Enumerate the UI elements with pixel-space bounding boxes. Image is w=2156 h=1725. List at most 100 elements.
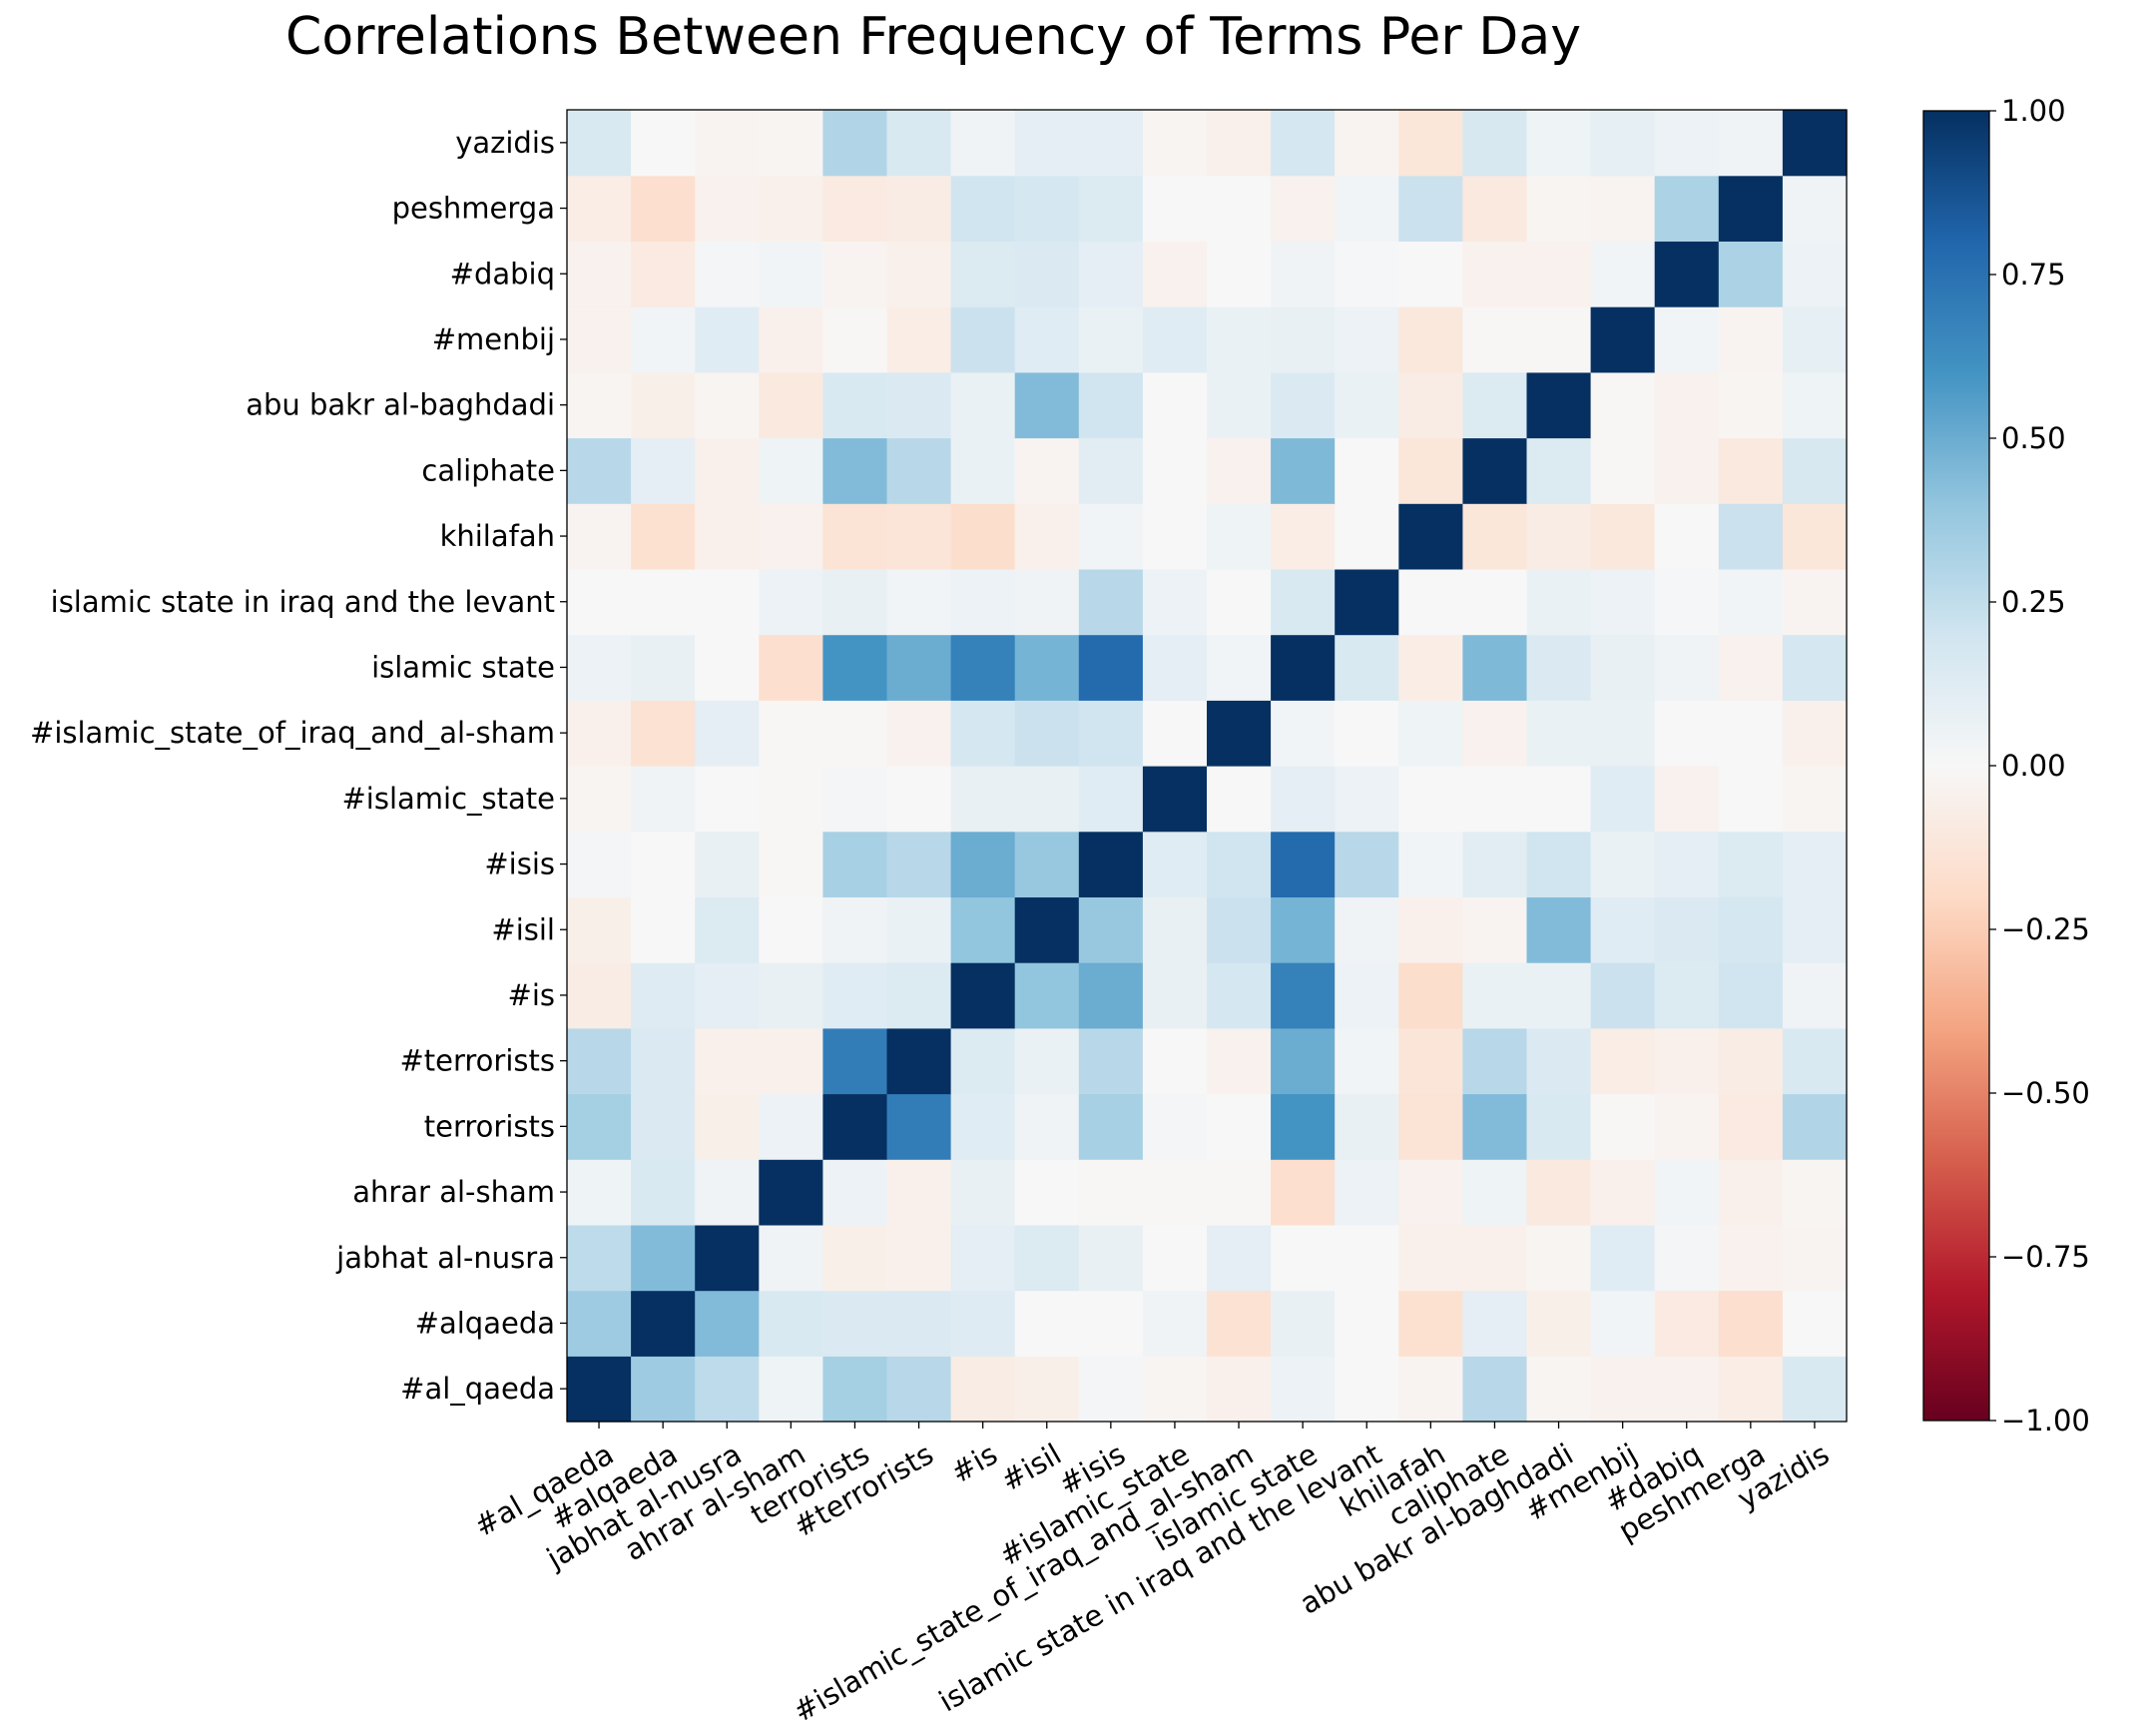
- heatmap-cell: [1207, 1356, 1272, 1423]
- y-tick-label: yazidis: [455, 126, 555, 160]
- heatmap-cell: [1335, 962, 1399, 1029]
- heatmap-cell: [1335, 241, 1399, 307]
- heatmap-cell: [1207, 700, 1272, 767]
- y-tick-label: caliphate: [421, 453, 555, 487]
- heatmap-cell: [695, 306, 760, 373]
- heatmap-cell: [1782, 831, 1848, 897]
- heatmap-cell: [1335, 437, 1399, 504]
- heatmap-cell: [822, 1290, 888, 1357]
- heatmap-cell: [759, 437, 823, 504]
- heatmap-cell: [1462, 1290, 1528, 1357]
- heatmap-cell: [1462, 110, 1528, 177]
- heatmap-cell: [1207, 1093, 1272, 1160]
- heatmap-cell: [1078, 175, 1144, 242]
- heatmap-cell: [759, 831, 823, 897]
- heatmap-cell: [1718, 1356, 1784, 1423]
- heatmap-cell: [1718, 1159, 1784, 1226]
- heatmap-cell: [1526, 371, 1592, 439]
- heatmap-cell: [1271, 962, 1336, 1029]
- heatmap-cell: [950, 568, 1016, 636]
- heatmap-cell: [1654, 1159, 1720, 1226]
- heatmap-cell: [886, 1093, 952, 1160]
- heatmap-cell: [567, 437, 632, 504]
- heatmap-cell: [1526, 241, 1592, 307]
- heatmap-cell: [950, 634, 1016, 701]
- heatmap-cell: [1462, 766, 1528, 833]
- heatmap-cell: [1207, 1290, 1272, 1357]
- heatmap-cell: [1782, 634, 1848, 701]
- heatmap-cell: [1335, 568, 1399, 636]
- heatmap-cell: [950, 700, 1016, 767]
- heatmap-cell: [1271, 634, 1336, 701]
- heatmap-cell: [1462, 503, 1528, 570]
- heatmap-cell: [822, 766, 888, 833]
- heatmap-cell: [1398, 1356, 1463, 1423]
- heatmap-cell: [1526, 1027, 1592, 1095]
- y-tick-label: peshmerga: [392, 192, 555, 226]
- heatmap-cell: [695, 503, 760, 570]
- heatmap-cell: [1462, 1356, 1528, 1423]
- heatmap-cell: [886, 766, 952, 833]
- heatmap-cell: [567, 700, 632, 767]
- heatmap-cell: [631, 175, 696, 242]
- heatmap-cell: [1718, 634, 1784, 701]
- heatmap-cell: [1718, 1224, 1784, 1292]
- heatmap-cell: [1014, 1093, 1080, 1160]
- heatmap-cell: [1782, 962, 1848, 1029]
- heatmap-cell: [886, 896, 952, 963]
- heatmap-cell: [1590, 1290, 1656, 1357]
- heatmap-cells: [567, 110, 1848, 1423]
- heatmap-cell: [1335, 634, 1399, 701]
- heatmap-cell: [822, 1356, 888, 1423]
- heatmap-cell: [1526, 831, 1592, 897]
- heatmap-cell: [1078, 371, 1144, 439]
- heatmap-cell: [950, 1356, 1016, 1423]
- heatmap-cell: [1398, 1093, 1463, 1160]
- heatmap-cell: [1462, 896, 1528, 963]
- heatmap-cell: [695, 766, 760, 833]
- heatmap-cell: [1207, 175, 1272, 242]
- y-tick-label: islamic state: [371, 650, 555, 684]
- heatmap-cell: [1398, 634, 1463, 701]
- colorbar-tick-label: −0.50: [2001, 1076, 2090, 1110]
- heatmap-cell: [1782, 371, 1848, 439]
- heatmap-cell: [695, 175, 760, 242]
- heatmap-cell: [1590, 634, 1656, 701]
- heatmap-cell: [695, 1290, 760, 1357]
- y-tick-label: #islamic_state: [341, 782, 555, 816]
- heatmap-cell: [822, 437, 888, 504]
- heatmap-cell: [1335, 371, 1399, 439]
- heatmap-cell: [1526, 634, 1592, 701]
- heatmap-cell: [1526, 1356, 1592, 1423]
- heatmap-cell: [1526, 568, 1592, 636]
- heatmap-cell: [1335, 700, 1399, 767]
- heatmap-cell: [822, 831, 888, 897]
- heatmap-cell: [1398, 437, 1463, 504]
- y-tick-label: abu bakr al-baghdadi: [246, 388, 555, 422]
- heatmap-cell: [631, 1224, 696, 1292]
- heatmap-cell: [695, 437, 760, 504]
- heatmap-cell: [567, 962, 632, 1029]
- heatmap-cell: [1462, 634, 1528, 701]
- colorbar-tick-label: 0.50: [2001, 421, 2066, 455]
- heatmap-cell: [631, 634, 696, 701]
- x-tick-label: #is: [945, 1437, 1003, 1489]
- heatmap-cell: [631, 437, 696, 504]
- heatmap-cell: [1398, 568, 1463, 636]
- heatmap-cell: [567, 110, 632, 177]
- heatmap-cell: [1590, 1093, 1656, 1160]
- heatmap-cell: [567, 175, 632, 242]
- heatmap-cell: [1207, 1027, 1272, 1095]
- heatmap-cell: [759, 568, 823, 636]
- heatmap-cell: [822, 1027, 888, 1095]
- heatmap-cell: [567, 831, 632, 897]
- heatmap-cell: [1718, 1027, 1784, 1095]
- heatmap-cell: [1142, 962, 1208, 1029]
- heatmap-cell: [950, 1290, 1016, 1357]
- heatmap-cell: [1078, 1290, 1144, 1357]
- heatmap-cell: [1462, 831, 1528, 897]
- heatmap-cell: [1335, 1224, 1399, 1292]
- heatmap-cell: [759, 700, 823, 767]
- heatmap-cell: [1462, 1027, 1528, 1095]
- heatmap-cell: [631, 700, 696, 767]
